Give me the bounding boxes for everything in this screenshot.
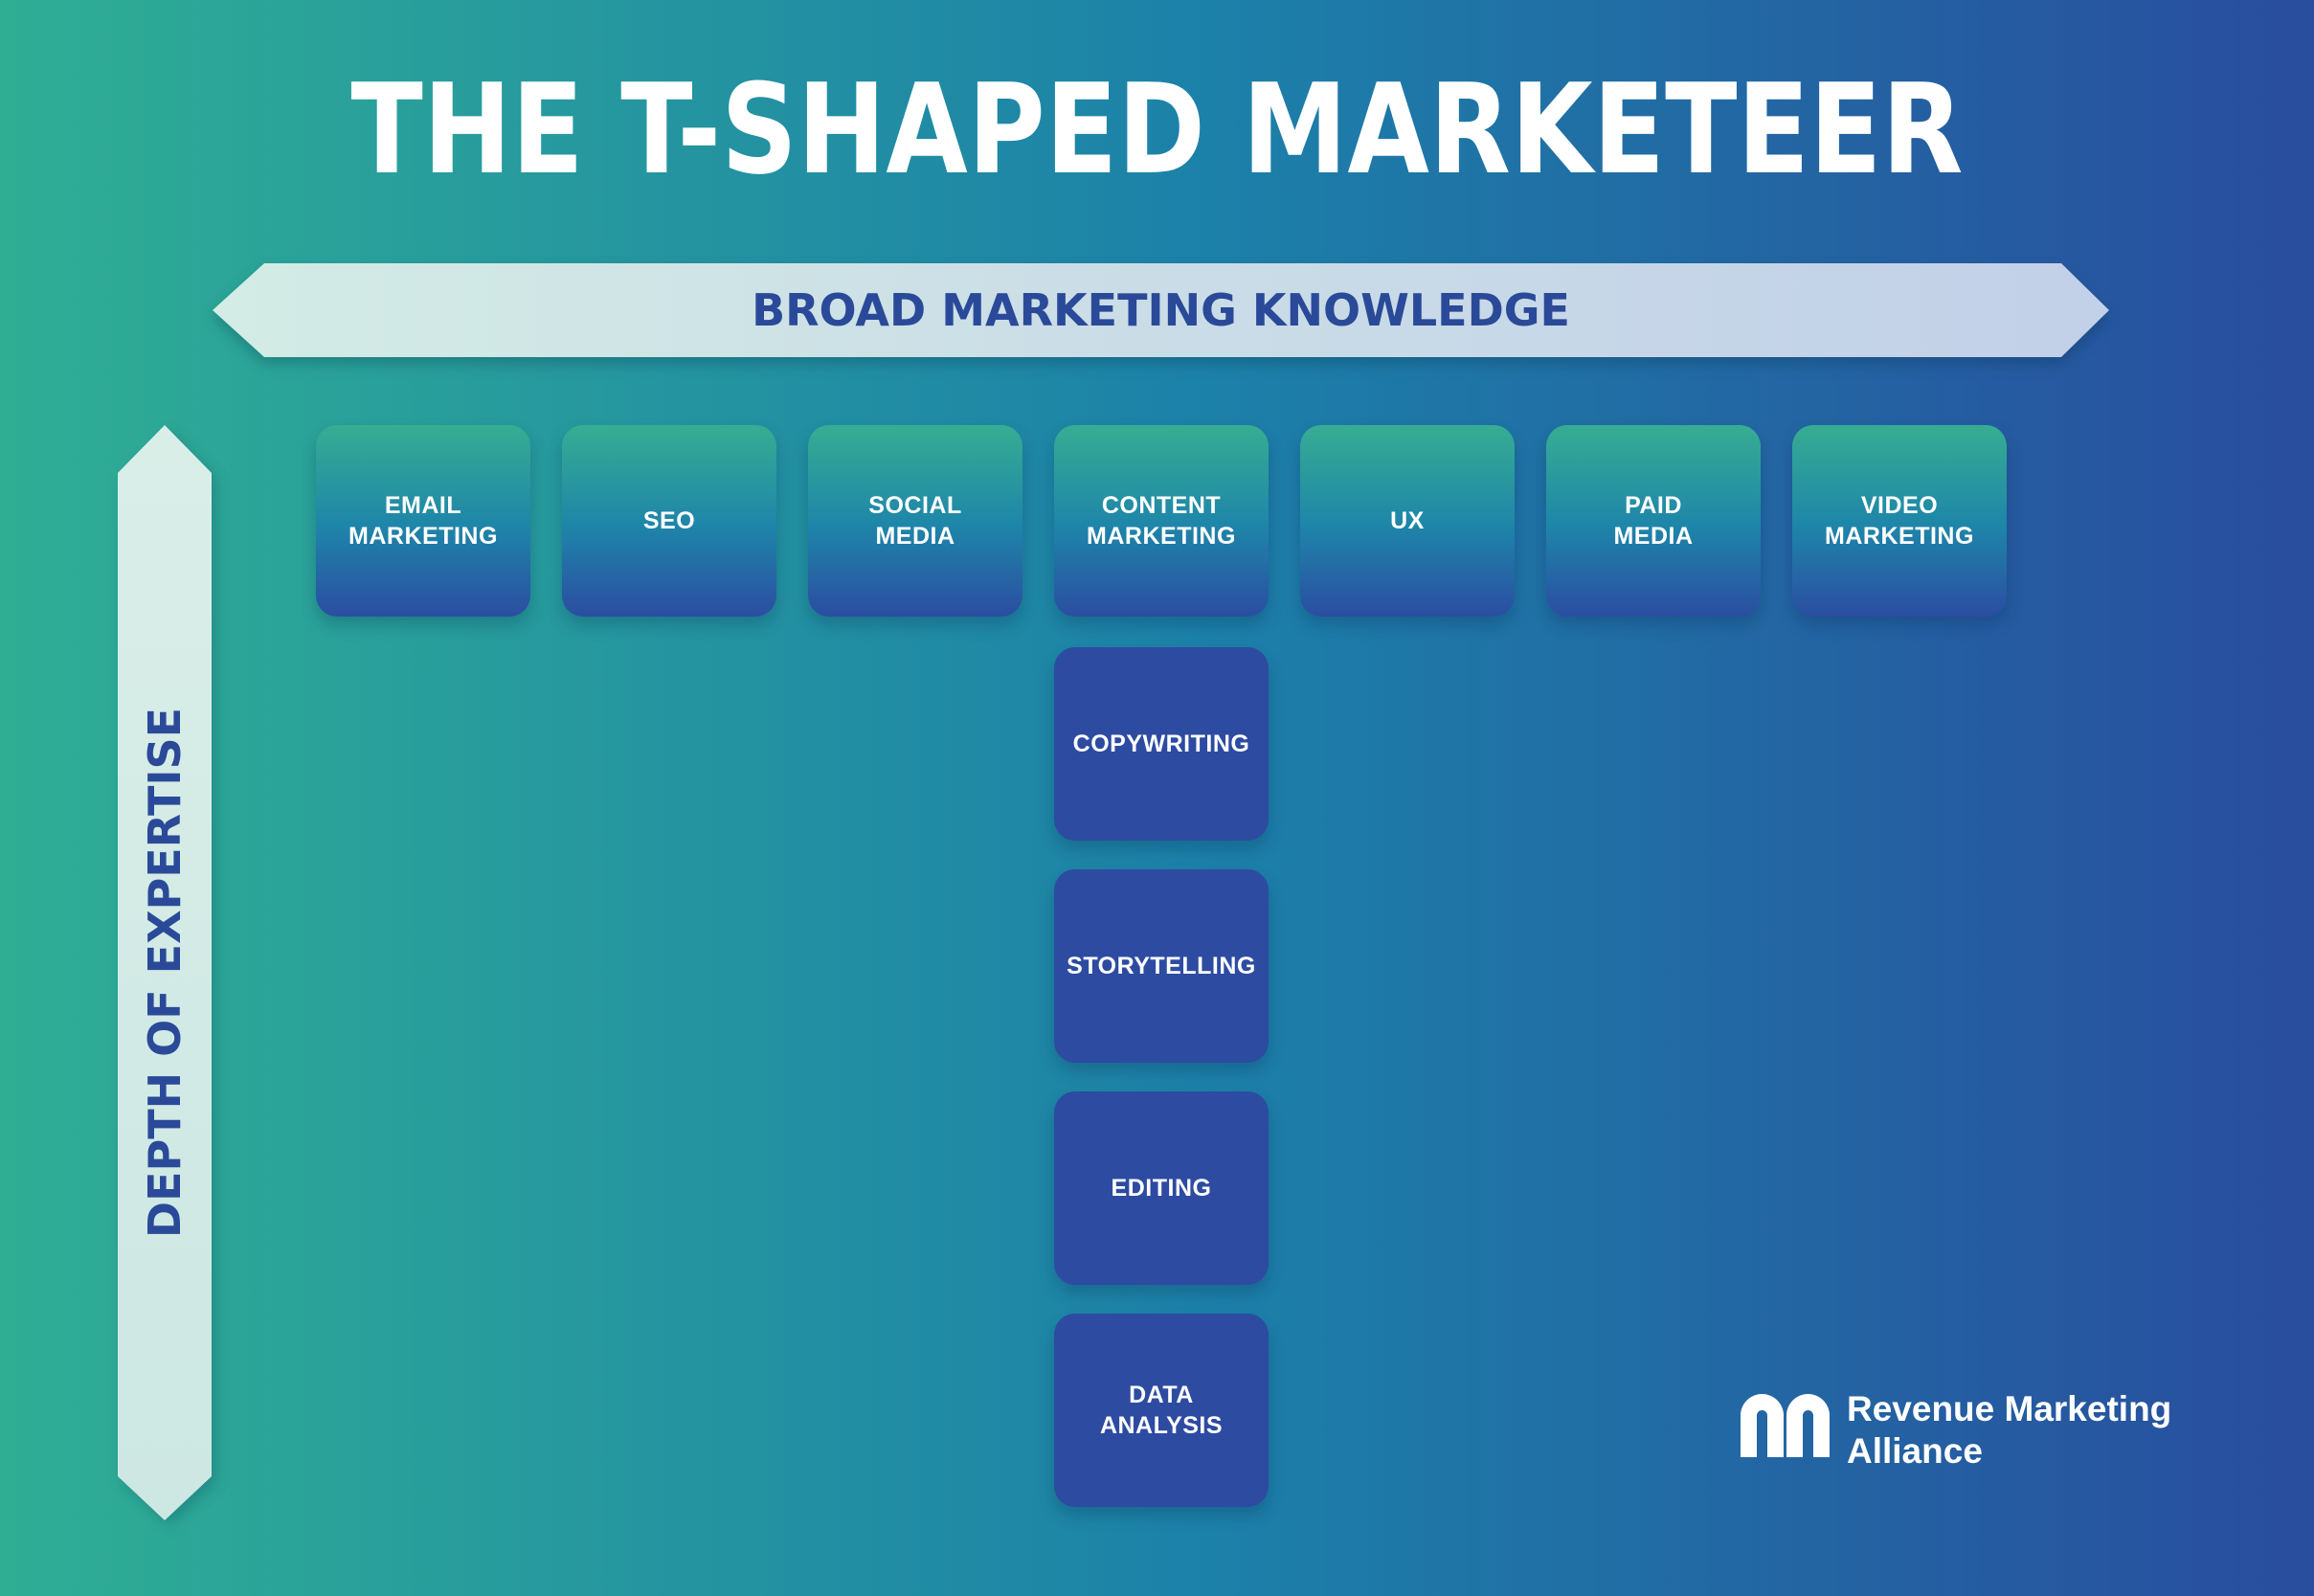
logo-wordmark: Revenue Marketing Alliance: [1847, 1388, 2171, 1472]
box-seo: SEO: [562, 425, 776, 617]
box-label: SOCIAL MEDIA: [868, 492, 962, 550]
broad-knowledge-arrow: BROAD MARKETING KNOWLEDGE: [213, 263, 2109, 357]
vertical-arrow-shape: DEPTH OF EXPERTISE: [118, 425, 212, 1520]
box-label: EDITING: [1111, 1175, 1212, 1202]
box-label: VIDEO MARKETING: [1825, 492, 1974, 550]
box-email-marketing: EMAIL MARKETING: [316, 425, 530, 617]
broad-knowledge-label: BROAD MARKETING KNOWLEDGE: [752, 284, 1570, 336]
box-label: PAID MEDIA: [1613, 492, 1694, 550]
box-content-marketing: CONTENT MARKETING: [1054, 425, 1269, 617]
box-data-analysis: DATA ANALYSIS: [1054, 1314, 1269, 1507]
box-label: COPYWRITING: [1072, 731, 1250, 757]
box-copywriting: COPYWRITING: [1054, 647, 1269, 841]
broad-skills-row: EMAIL MARKETING SEO SOCIAL MEDIA CONTENT…: [316, 425, 2007, 617]
box-label: UX: [1390, 507, 1425, 534]
depth-expertise-label: DEPTH OF EXPERTISE: [139, 707, 191, 1239]
box-social-media: SOCIAL MEDIA: [808, 425, 1022, 617]
depth-expertise-arrow: DEPTH OF EXPERTISE: [118, 425, 212, 1520]
box-label: CONTENT MARKETING: [1087, 492, 1236, 550]
logo-line1: Revenue Marketing: [1847, 1389, 2172, 1428]
rma-m-mark-icon: [1741, 1394, 1830, 1457]
revenue-marketing-alliance-logo: Revenue Marketing Alliance: [1741, 1388, 2171, 1472]
box-ux: UX: [1300, 425, 1515, 617]
box-paid-media: PAID MEDIA: [1546, 425, 1761, 617]
box-video-marketing: VIDEO MARKETING: [1792, 425, 2007, 617]
box-label: DATA ANALYSIS: [1099, 1382, 1224, 1439]
page-title: THE T-SHAPED MARKETEER: [350, 56, 1964, 202]
box-label: EMAIL MARKETING: [348, 492, 498, 550]
logo-arch-left: [1741, 1394, 1784, 1457]
box-storytelling: STORYTELLING: [1054, 869, 1269, 1063]
box-label: SEO: [642, 507, 696, 534]
box-editing: EDITING: [1054, 1091, 1269, 1285]
horizontal-arrow-shape: BROAD MARKETING KNOWLEDGE: [213, 263, 2109, 357]
box-label: STORYTELLING: [1067, 953, 1256, 979]
logo-arch-right: [1786, 1394, 1830, 1457]
logo-line2: Alliance: [1847, 1431, 1983, 1471]
